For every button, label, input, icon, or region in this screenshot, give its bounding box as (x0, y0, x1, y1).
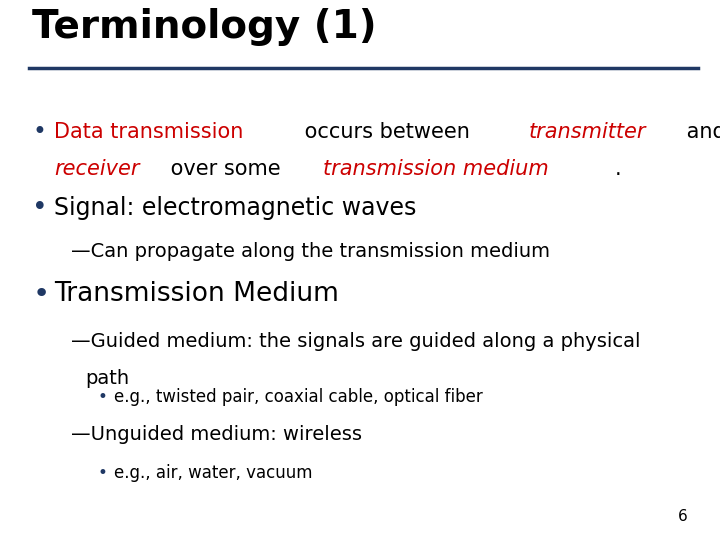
Text: •: • (97, 388, 107, 406)
Text: and: and (680, 122, 720, 143)
Text: Data transmission: Data transmission (54, 122, 243, 143)
Text: transmission medium: transmission medium (323, 159, 549, 179)
Text: occurs between: occurs between (298, 122, 477, 143)
Text: •: • (32, 195, 48, 221)
Text: e.g., air, water, vacuum: e.g., air, water, vacuum (114, 463, 312, 482)
Text: •: • (32, 280, 50, 308)
Text: receiver: receiver (54, 159, 140, 179)
Text: —Guided medium: the signals are guided along a physical: —Guided medium: the signals are guided a… (71, 332, 640, 351)
Text: •: • (32, 120, 46, 144)
Text: e.g., twisted pair, coaxial cable, optical fiber: e.g., twisted pair, coaxial cable, optic… (114, 388, 482, 406)
Text: transmitter: transmitter (528, 122, 646, 143)
Text: .: . (615, 159, 621, 179)
Text: —Can propagate along the transmission medium: —Can propagate along the transmission me… (71, 241, 549, 261)
Text: Signal: electromagnetic waves: Signal: electromagnetic waves (54, 196, 416, 220)
Text: Terminology (1): Terminology (1) (32, 8, 377, 46)
Text: over some: over some (164, 159, 287, 179)
Text: path: path (85, 368, 129, 388)
Text: •: • (97, 463, 107, 482)
Text: Transmission Medium: Transmission Medium (54, 281, 339, 307)
Text: 6: 6 (678, 509, 688, 524)
Text: —Unguided medium: wireless: —Unguided medium: wireless (71, 425, 361, 444)
